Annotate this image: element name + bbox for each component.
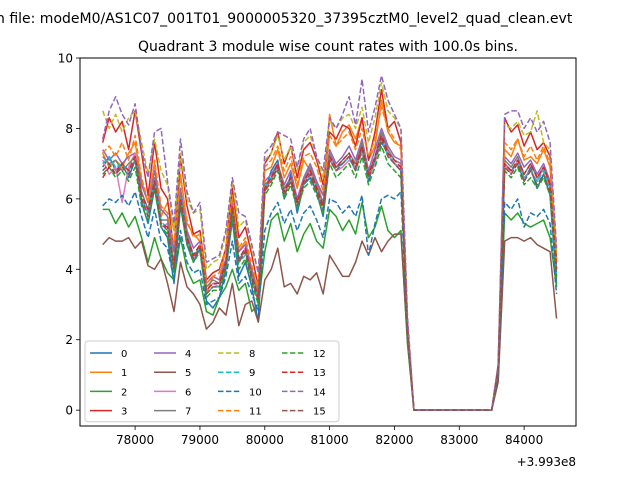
y-tick-label: 4 <box>65 263 73 277</box>
legend-label-6: 6 <box>185 387 191 398</box>
legend-frame <box>84 340 340 423</box>
legend-label-12: 12 <box>313 349 326 360</box>
series-line-13 <box>102 134 558 411</box>
chart-title: Quadrant 3 module wise count rates with … <box>138 39 518 55</box>
y-tick-label: 2 <box>65 333 73 347</box>
legend-label-14: 14 <box>313 387 326 398</box>
figure-suptitle: n file: modeM0/AS1C07_001T01_9000005320_… <box>0 11 573 27</box>
legend-label-4: 4 <box>185 349 191 360</box>
legend-label-9: 9 <box>249 368 255 379</box>
y-axis: 0 2 4 6 8 10 <box>58 52 80 418</box>
legend-label-8: 8 <box>249 349 255 360</box>
x-tick-label: 79000 <box>181 433 219 447</box>
x-tick-label: 83000 <box>440 433 478 447</box>
series-line-11 <box>102 106 558 411</box>
y-tick-label: 6 <box>65 192 73 206</box>
legend-label-3: 3 <box>121 407 127 418</box>
legend-label-0: 0 <box>121 349 127 360</box>
legend-label-15: 15 <box>313 407 326 418</box>
x-axis: 78000 79000 80000 81000 82000 83000 84000 <box>116 426 543 447</box>
x-tick-label: 80000 <box>246 433 284 447</box>
legend-label-1: 1 <box>121 368 127 379</box>
y-tick-label: 10 <box>58 52 73 66</box>
legend-label-11: 11 <box>249 407 262 418</box>
y-tick-label: 8 <box>65 122 73 136</box>
x-tick-label: 84000 <box>505 433 543 447</box>
plot-frame <box>79 57 577 427</box>
legend-label-5: 5 <box>185 368 191 379</box>
legend-label-13: 13 <box>313 368 326 379</box>
legend-label-7: 7 <box>185 407 191 418</box>
series-line-10 <box>102 191 558 411</box>
x-tick-label: 81000 <box>311 433 349 447</box>
series-layer <box>101 74 558 411</box>
legend-label-2: 2 <box>121 387 127 398</box>
legend-label-10: 10 <box>249 387 262 398</box>
x-tick-label: 82000 <box>375 433 413 447</box>
x-tick-label: 78000 <box>116 433 154 447</box>
x-offset-label: +3.993e8 <box>517 455 576 469</box>
y-tick-label: 0 <box>65 404 73 418</box>
series-line-15 <box>102 138 558 411</box>
